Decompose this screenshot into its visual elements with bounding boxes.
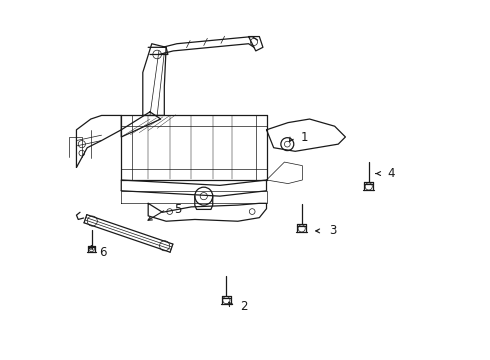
- Text: 4: 4: [387, 167, 394, 180]
- Text: 2: 2: [240, 300, 247, 313]
- Text: 1: 1: [300, 131, 308, 144]
- Text: 3: 3: [329, 224, 336, 238]
- Text: 6: 6: [98, 246, 106, 259]
- Text: 5: 5: [174, 203, 182, 216]
